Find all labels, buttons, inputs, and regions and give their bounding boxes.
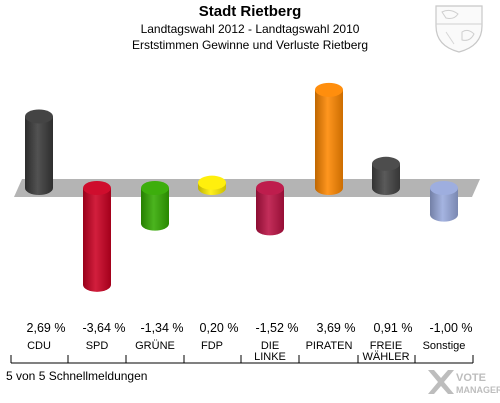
chart-title: Stadt Rietberg xyxy=(198,3,302,20)
value-label: 3,69 % xyxy=(317,321,356,335)
value-label: -1,52 % xyxy=(255,321,298,335)
bar-die-linke xyxy=(256,181,284,236)
svg-text:VOTE: VOTE xyxy=(456,372,486,384)
value-label: -1,34 % xyxy=(140,321,183,335)
bar-grüne xyxy=(141,181,169,231)
category-label: PIRATEN xyxy=(306,340,353,352)
vote-manager-logo: VOTE MANAGER xyxy=(426,366,500,403)
value-label: 2,69 % xyxy=(27,321,66,335)
chart-subtitle: Landtagswahl 2012 - Landtagswahl 2010 xyxy=(140,22,360,36)
bar-spd xyxy=(83,181,111,292)
category-label: FDP xyxy=(201,340,223,352)
category-label: WÄHLER xyxy=(362,351,409,363)
category-label: GRÜNE xyxy=(135,340,175,352)
value-label: -3,64 % xyxy=(82,321,125,335)
category-label: DIE xyxy=(261,340,279,352)
bar-cdu xyxy=(25,109,53,195)
bar-piraten xyxy=(315,82,343,195)
category-label: Sonstige xyxy=(423,340,466,352)
category-label: FREIE xyxy=(370,340,402,352)
category-label: CDU xyxy=(27,340,51,352)
category-label: SPD xyxy=(86,340,109,352)
bar-freie-wähler xyxy=(372,156,400,195)
bar-fdp xyxy=(198,175,226,195)
baseline-band xyxy=(14,179,480,197)
value-label: 0,20 % xyxy=(200,321,239,335)
coat-of-arms-icon xyxy=(428,2,490,59)
footer-note: 5 von 5 Schnellmeldungen xyxy=(6,369,148,383)
category-label: LINKE xyxy=(254,351,286,363)
value-label: 0,91 % xyxy=(374,321,413,335)
chart-subtitle-2: Erststimmen Gewinne und Verluste Rietber… xyxy=(131,38,369,52)
value-label: -1,00 % xyxy=(429,321,472,335)
bar-sonstige xyxy=(430,181,458,222)
svg-text:MANAGER: MANAGER xyxy=(456,385,500,395)
